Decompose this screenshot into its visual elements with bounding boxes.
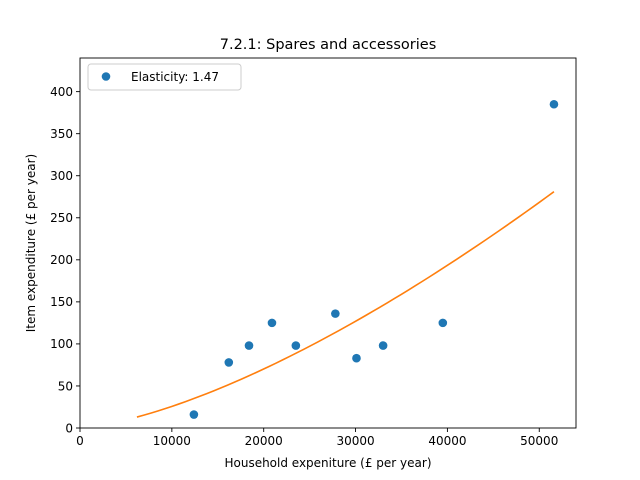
y-tick-label: 150: [50, 295, 73, 309]
y-tick-label: 50: [58, 379, 73, 393]
plot-frame: [79, 57, 577, 429]
x-tick-label: 0: [76, 434, 84, 448]
y-tick-label: 400: [50, 85, 73, 99]
data-point: [438, 318, 448, 328]
legend-marker: [101, 72, 111, 81]
data-point: [244, 341, 254, 350]
data-point: [352, 353, 361, 363]
data-point: [291, 341, 301, 350]
y-tick-label: 0: [65, 421, 73, 435]
x-axis-label: Household expeniture (£ per year): [224, 456, 431, 470]
x-tick-label: 30000: [336, 434, 374, 448]
y-tick-label: 200: [50, 253, 73, 267]
y-axis-label: Item expenditure (£ per year): [24, 154, 38, 332]
legend: Elasticity: 1.47: [87, 63, 242, 91]
data-point: [224, 358, 234, 367]
y-tick-label: 350: [50, 127, 73, 141]
x-tick-label: 40000: [428, 434, 466, 448]
data-point: [378, 341, 388, 350]
data-point: [189, 410, 199, 419]
plot-area: [136, 99, 559, 419]
fit-line: [136, 191, 555, 418]
legend-label: Elasticity: 1.47: [131, 70, 219, 84]
data-point: [267, 318, 277, 328]
axes: 0 10000 20000 30000 40000 50000 0 50 100 150 200 25…: [50, 57, 577, 448]
legend-box: [87, 63, 242, 91]
y-tick-label: 300: [50, 169, 73, 183]
x-tick-label: 50000: [520, 434, 558, 448]
y-tick-label: 100: [50, 337, 73, 351]
data-point: [331, 309, 340, 318]
data-point: [549, 99, 559, 109]
y-tick-label: 250: [50, 211, 73, 225]
x-tick-label: 10000: [153, 434, 191, 448]
chart-title: 7.2.1: Spares and accessories: [220, 37, 437, 53]
x-tick-label: 20000: [245, 434, 283, 448]
